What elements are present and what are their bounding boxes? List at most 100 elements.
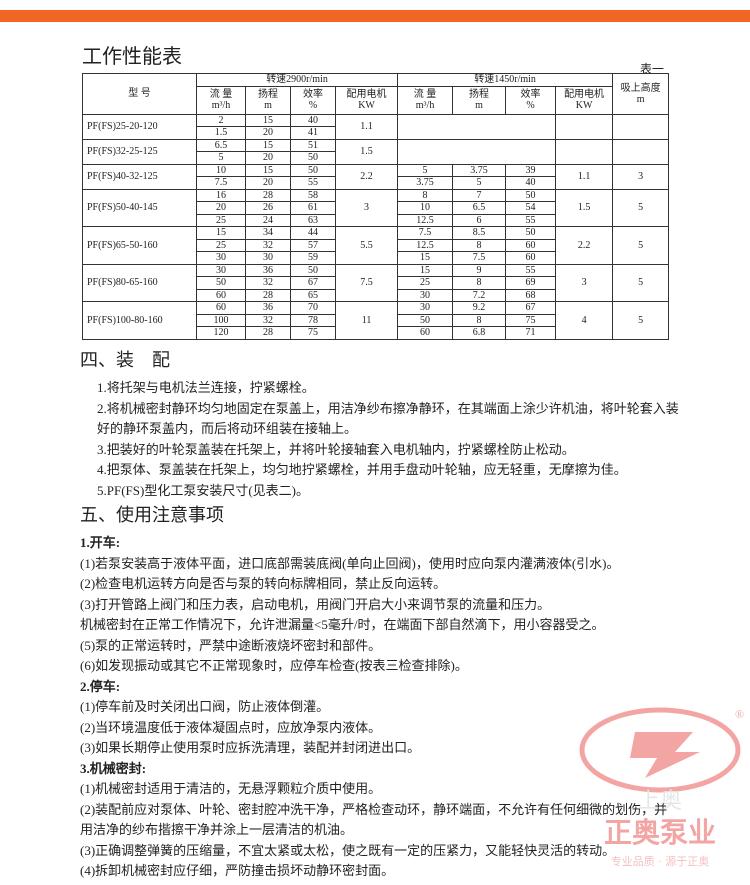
cell: 7.5 xyxy=(397,226,454,240)
cell: 100 xyxy=(196,313,246,327)
cell: 55 xyxy=(505,263,557,277)
header-text: 流 量 xyxy=(209,89,233,100)
cell: 6.8 xyxy=(452,326,507,340)
cell: 50 xyxy=(290,151,336,165)
cell: 68 xyxy=(505,288,557,302)
cell: 50 xyxy=(397,313,454,327)
cell: 7.2 xyxy=(452,288,507,302)
cell: 57 xyxy=(290,238,336,252)
cell: 59 xyxy=(290,251,336,265)
cell: 32 xyxy=(245,276,291,290)
section-title: 五、使用注意事项 xyxy=(80,505,224,526)
watermark-slogan: 专业品质 · 源于正奥 xyxy=(611,854,710,868)
cell: 60 xyxy=(196,288,246,302)
data-row: PF(FS)100-80-160 60 36 70 11 30 9.2 67 4 5 xyxy=(82,301,670,340)
cell: 12.5 xyxy=(397,213,454,227)
top-bar xyxy=(0,10,750,22)
cell: 5 xyxy=(612,226,670,265)
header-cell: 转速2900r/min xyxy=(195,73,399,87)
data-row: 120 28 75 60 6.8 71 xyxy=(83,326,669,340)
performance-table: 型 号转速2900r/min 转速1450r/min 吸上高度 m 流 量 m³/h 扬程 m… xyxy=(82,73,670,340)
header-text: m xyxy=(264,100,272,111)
cell: 24 xyxy=(245,213,291,227)
cell: 120 xyxy=(196,326,246,340)
cell: 30 xyxy=(397,288,454,302)
cell: 20 xyxy=(245,126,291,140)
cell: 8 xyxy=(452,276,507,290)
cell: 3 xyxy=(612,163,670,190)
watermark-logo: ® 上奥 正奥泵业 专业品质 · 源于正奥 xyxy=(579,707,744,868)
cell: 2.2 xyxy=(555,226,614,265)
list-item: 4.把泵体、泵盖装在托架上，均匀地拧紧螺栓，并用手盘动叶轮轴，应无轻重，无摩擦为… xyxy=(97,462,627,477)
model-cell: PF(FS)32-25-125 xyxy=(82,138,197,165)
list-item: (6)如发现振动或其它不正常现象时，应停车检查(按表三检查排除)。 xyxy=(80,658,468,673)
header-text: m³/h xyxy=(415,100,435,111)
model-cell: PF(FS)40-32-125 xyxy=(82,163,197,190)
header-cell: 配用电机 KW xyxy=(334,85,399,115)
cell: 70 xyxy=(290,301,336,315)
header-cell: 流 量 m³/h xyxy=(196,85,246,115)
cell: 3 xyxy=(334,188,399,227)
list-item: (1)停车前及时关闭出口阀，防止液体倒灌。 xyxy=(80,699,330,714)
cell: 65 xyxy=(290,288,336,302)
data-row: 100 32 78 50 8 75 xyxy=(83,313,669,327)
list-item: (2)装配前应对泵体、叶轮、密封腔冲洗干净，严格检查动环，静环端面，不允许有任何… xyxy=(80,801,668,838)
data-row: PF(FS)65-50-160 15 34 44 5.5 7.5 8.5 50 2.2 5 xyxy=(82,226,670,265)
model-cell: PF(FS)25-20-120 xyxy=(82,113,197,140)
cell: 20 xyxy=(245,151,291,165)
cell: 60 xyxy=(196,301,246,315)
cell: 6 xyxy=(452,213,507,227)
cell: 1.5 xyxy=(555,188,614,227)
cell: 40 xyxy=(290,113,336,127)
cell: 26 xyxy=(245,201,291,215)
cell: 6.5 xyxy=(452,201,507,215)
cell: 28 xyxy=(245,188,291,202)
cell: 50 xyxy=(505,188,557,202)
model-cell: PF(FS)80-65-160 xyxy=(82,263,197,302)
cell: 8 xyxy=(452,238,507,252)
table-note: 表一 xyxy=(640,62,665,76)
header-row: 型 号转速2900r/min 转速1450r/min 吸上高度 m xyxy=(82,73,670,115)
cell: 9 xyxy=(452,263,507,277)
data-row: 5 20 50 xyxy=(83,151,669,165)
header-text: 配用电机 xyxy=(346,89,387,100)
cell: 75 xyxy=(505,313,557,327)
cell: 15 xyxy=(245,163,291,177)
cell: 60 xyxy=(397,326,454,340)
cell: 60 xyxy=(505,238,557,252)
cell: 50 xyxy=(505,226,557,240)
cell: 5 xyxy=(612,301,670,340)
data-row: PF(FS)32-25-125 6.5 15 51 1.5 xyxy=(82,138,670,165)
cell: 63 xyxy=(290,213,336,227)
header-cell: 效率% xyxy=(290,85,336,115)
header-text: KW xyxy=(575,100,593,111)
cell: 32 xyxy=(245,238,291,252)
cell: 55 xyxy=(505,213,557,227)
header-text: 流 量 xyxy=(413,89,437,100)
list-item: 5.PF(FS)型化工泵安装尺寸(见表二)。 xyxy=(97,482,309,498)
cell: 15 xyxy=(245,113,291,127)
list-item: 机械密封在正常工作情况下，允许泄漏量<5毫升/时，在端面下部自然滴下，用小容器受… xyxy=(80,617,605,632)
model-cell: PF(FS)100-80-160 xyxy=(82,301,197,340)
cell: 10 xyxy=(196,163,246,177)
cell: 61 xyxy=(290,201,336,215)
cell: 5 xyxy=(452,176,507,190)
cell: 7.5 xyxy=(196,176,246,190)
model-cell: PF(FS)65-50-160 xyxy=(82,226,197,265)
cell: 54 xyxy=(505,201,557,215)
header-text: KW xyxy=(358,100,375,111)
list-item: (5)泵的正常运转时，严禁中途断液烧坏密封和部件。 xyxy=(80,637,382,653)
cell: 15 xyxy=(245,138,291,152)
cell xyxy=(555,113,614,140)
cell: 67 xyxy=(505,301,557,315)
cell: 30 xyxy=(196,263,246,277)
title: 工作性能表 xyxy=(82,44,182,68)
data-row: PF(FS)80-65-160 30 36 50 7.5 15 9 55 3 5 xyxy=(82,263,670,302)
list-item: (3)打开管路上阀门和压力表，启动电机，用阀门开启大小来调节泵的流量和压力。 xyxy=(80,596,551,612)
cell: 5 xyxy=(196,151,246,165)
list-item: (3)正确调整弹簧的压缩量，不宜太紧或太松，使之既有一定的压紧力，又能轻快灵活的… xyxy=(80,842,616,858)
cell: 4 xyxy=(555,301,614,340)
cell: 44 xyxy=(290,226,336,240)
sub-heading: 3.机械密封: xyxy=(80,760,147,776)
